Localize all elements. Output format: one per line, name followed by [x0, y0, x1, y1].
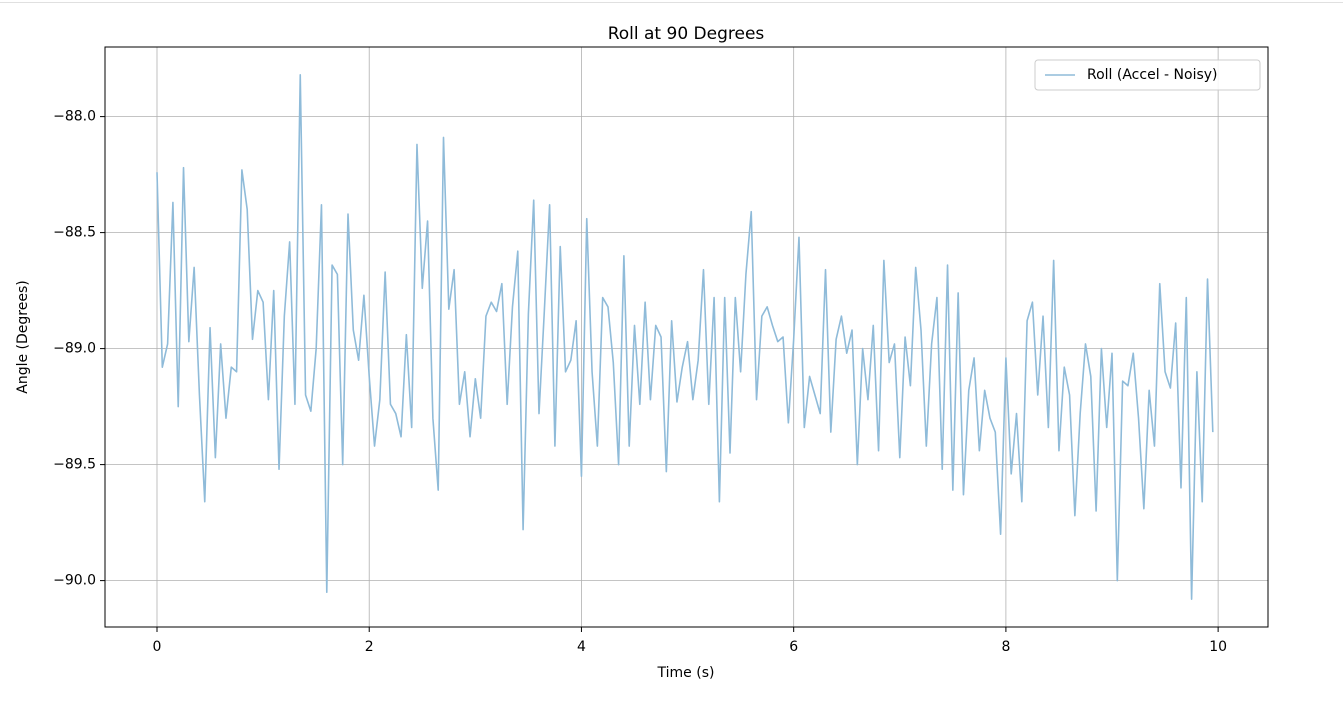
- y-tick-label: −88.0: [53, 109, 96, 125]
- legend-box: [1034, 59, 1261, 91]
- y-tick-label: −89.0: [53, 341, 96, 357]
- line: [156, 74, 1214, 600]
- x-tick-label: 4: [577, 639, 586, 655]
- y-tick-label: −90.0: [53, 573, 96, 589]
- chart-title: Roll at 90 Degrees: [608, 24, 765, 44]
- x-tick-label: 0: [153, 639, 162, 655]
- x-tick-label: 8: [1001, 639, 1010, 655]
- x-tick-label: 10: [1209, 639, 1227, 655]
- y-tick-label: −88.5: [53, 225, 96, 241]
- plot-frame: [104, 46, 1269, 628]
- x-tick-label: 6: [789, 639, 798, 655]
- y-axis-label: Angle (Degrees): [15, 280, 31, 393]
- x-tick-label: 2: [365, 639, 374, 655]
- legend-label: Roll (Accel - Noisy): [1087, 67, 1218, 83]
- legend: Roll (Accel - Noisy): [1034, 59, 1261, 91]
- y-tick-label: −89.5: [53, 457, 96, 473]
- x-axis-label: Time (s): [657, 665, 715, 681]
